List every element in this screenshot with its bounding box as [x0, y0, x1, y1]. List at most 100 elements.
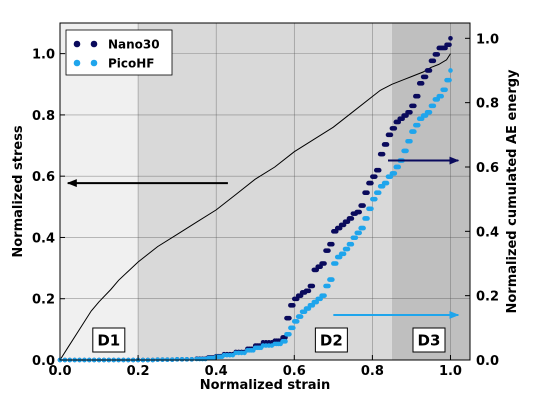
nano30-point-44-3	[392, 126, 398, 131]
y2-tick-label-2: 0.4	[476, 225, 499, 240]
nano30-point-49-3	[412, 103, 417, 109]
zone-label-d1: D1	[97, 332, 120, 350]
zone-d1	[60, 23, 139, 360]
y2-axis-label: Normalized cumulated AE energy	[505, 69, 520, 314]
picohf-point-50-3	[415, 122, 421, 128]
zone-backgrounds	[60, 23, 470, 360]
x-tick-label-3: 0.6	[283, 364, 306, 379]
legend-marker-picohf-0	[73, 59, 81, 67]
axis-ticks: 0.0 0.2 0.4 0.6 0.8 1.0 0.0 0.2 0.4 0.6 0.8 1.0 0.0 0…	[32, 32, 499, 379]
picohf-point-49-3	[412, 129, 417, 134]
nano30-point-23-3	[310, 283, 316, 289]
y2-tick-label-5: 1.0	[476, 32, 499, 47]
picohf-point-6-3	[189, 357, 195, 362]
nano30-point-50-3	[415, 93, 421, 99]
plot-frame	[59, 22, 471, 361]
zone-label-box-d1	[92, 327, 126, 353]
nano30-point-22-3	[306, 288, 312, 294]
legend-label-picohf: PicoHF	[108, 57, 155, 71]
legend: Nano30 PicoHF	[65, 29, 173, 76]
picohf-point-20-3	[298, 314, 304, 319]
y2-tick-label-1: 0.2	[476, 290, 499, 305]
legend-label-nano30: Nano30	[108, 38, 160, 52]
nano30-point-42-3	[384, 142, 390, 147]
nano30-point-43-3	[388, 132, 394, 138]
nano30-point-38-3	[369, 180, 374, 186]
x-tick-label-2: 0.4	[205, 364, 228, 379]
picohf-point-19-3	[294, 319, 300, 324]
zone-label-box-d3	[412, 327, 446, 353]
nano30-point-37-3	[365, 190, 370, 196]
y2-tick-label-3: 0.6	[476, 161, 499, 176]
picohf-point-32-3	[345, 246, 351, 252]
picohf-point-42-3	[384, 180, 390, 186]
y-tick-label-5: 1.0	[32, 48, 55, 63]
legend-box	[65, 29, 173, 76]
picohf-point-6-0	[174, 357, 180, 362]
picohf-point-53-3	[427, 110, 433, 115]
nano30-point-54-3	[431, 58, 437, 64]
picohf-point-37-3	[365, 216, 370, 221]
stress-curve-line	[59, 53, 451, 361]
picohf-point-16-3	[283, 339, 288, 344]
nano30-point-53-3	[427, 68, 433, 73]
nano30-point-41-3	[380, 151, 386, 157]
zone-label-d2: D2	[320, 332, 343, 350]
legend-marker-nano30-1	[90, 40, 98, 48]
nano30-point-52-3	[423, 74, 429, 80]
nano30-point-17-3	[287, 315, 292, 321]
annotation-arrows	[66, 156, 460, 319]
nano30-point-18-3	[291, 303, 296, 308]
picohf-point-57-3	[443, 87, 448, 93]
x-axis-label: Normalized strain	[200, 378, 331, 393]
nano30-point-35-3	[357, 209, 362, 215]
nano30-point-27-3	[326, 248, 331, 253]
nano30-point-48-3	[408, 110, 413, 115]
picohf-point-44-3	[392, 171, 398, 176]
picohf-point-56-3	[439, 93, 444, 99]
picohf-point-26-3	[322, 293, 327, 298]
nano30-point-51-3	[419, 81, 425, 86]
y-tick-label-4: 0.8	[32, 109, 55, 124]
picohf-point-34-3	[353, 235, 359, 241]
nano30-point-36-3	[361, 203, 366, 208]
picohf-point-31-3	[341, 251, 347, 257]
nano30-point-58-3	[447, 42, 452, 48]
picohf-point-35-3	[357, 230, 362, 236]
picohf-point-28-3	[330, 277, 335, 282]
nano30-point-33-3	[349, 216, 355, 221]
x-tick-label-5: 1.0	[439, 364, 462, 379]
nano30-point-26-3	[322, 261, 327, 266]
y-tick-label-3: 0.6	[32, 170, 55, 185]
picohf-point-6-2	[184, 357, 190, 362]
y-tick-label-0: 0.0	[32, 354, 55, 369]
picohf-point-18-3	[291, 325, 296, 331]
y-axis-label: Normalized stress	[11, 125, 26, 258]
picohf-point-58-3	[447, 77, 452, 83]
x-tick-label-4: 0.8	[361, 364, 384, 379]
legend-marker-nano30-0	[73, 40, 81, 48]
picohf-point-27-3	[326, 283, 331, 289]
picohf-point-59-0	[448, 68, 453, 73]
picohf-point-29-3	[333, 261, 339, 266]
picohf-point-39-3	[373, 196, 378, 202]
y-tick-label-2: 0.4	[32, 231, 55, 246]
picohf-point-48-3	[408, 138, 413, 144]
zone-label-d3: D3	[418, 332, 441, 350]
y2-tick-label-0: 0.0	[476, 354, 499, 369]
zone-labels: D1 D2 D3	[92, 327, 446, 353]
picohf-point-40-3	[376, 190, 382, 196]
y2-tick-label-4: 0.8	[476, 97, 499, 112]
zone-d2	[138, 23, 392, 360]
y-tick-label-1: 0.2	[32, 293, 55, 308]
x-tick-label-1: 0.2	[127, 364, 150, 379]
picohf-point-17-3	[287, 331, 292, 337]
legend-marker-picohf-1	[90, 59, 98, 67]
picohf-point-45-3	[396, 164, 402, 170]
nano30-point-55-3	[435, 52, 441, 57]
nano30-point-40-3	[376, 167, 382, 173]
data-points	[57, 36, 453, 363]
nano30-point-59-0	[448, 36, 453, 41]
stress-curve-layer	[59, 53, 451, 361]
